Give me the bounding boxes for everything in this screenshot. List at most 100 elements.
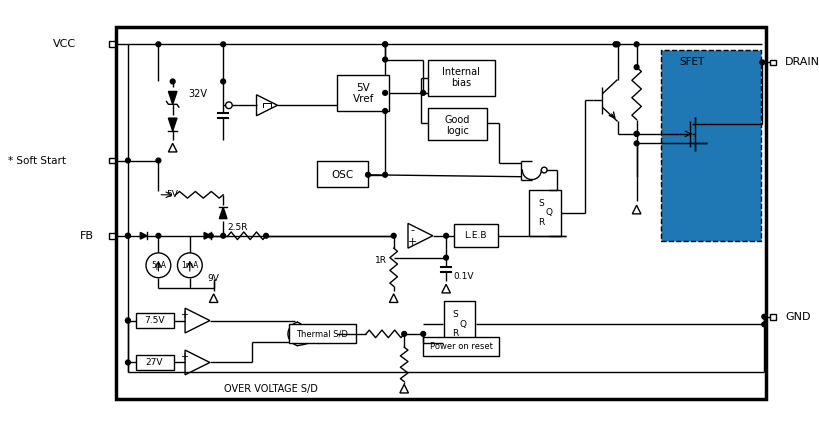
Bar (135, 313, 174, 328)
Circle shape (614, 42, 619, 47)
Text: Q: Q (459, 320, 466, 329)
Circle shape (125, 158, 130, 163)
Circle shape (382, 57, 387, 62)
Circle shape (125, 233, 130, 238)
Polygon shape (140, 233, 147, 239)
Bar (109, 158, 115, 163)
Circle shape (170, 79, 174, 84)
Bar (529, 190, 560, 236)
Text: 5µA: 5µA (151, 261, 165, 270)
Circle shape (633, 141, 638, 146)
Bar (428, 108, 486, 140)
Text: Power on reset: Power on reset (429, 342, 492, 351)
Text: Thermal S/D: Thermal S/D (296, 330, 348, 338)
Text: Q: Q (545, 208, 552, 217)
Bar (769, 314, 775, 319)
Text: +: + (180, 352, 188, 362)
Circle shape (125, 233, 130, 238)
Circle shape (761, 314, 766, 319)
Text: L.E.B: L.E.B (464, 231, 486, 240)
Text: * Soft Start: * Soft Start (8, 156, 66, 165)
Circle shape (382, 42, 387, 47)
Text: R: R (452, 330, 458, 338)
Circle shape (220, 42, 225, 47)
Circle shape (382, 42, 387, 47)
Circle shape (125, 318, 130, 323)
Text: 1R: 1R (374, 256, 387, 265)
Text: 9V: 9V (207, 274, 219, 283)
Polygon shape (204, 233, 210, 239)
Text: Good: Good (444, 114, 469, 124)
Text: logic: logic (446, 126, 468, 136)
Circle shape (156, 42, 161, 47)
Bar (288, 325, 355, 344)
Bar (453, 225, 497, 247)
Bar (337, 75, 388, 111)
Bar (443, 301, 474, 347)
Circle shape (382, 108, 387, 114)
Circle shape (125, 360, 130, 365)
Text: 32V: 32V (188, 89, 206, 99)
Bar (428, 60, 494, 96)
Bar (109, 233, 115, 238)
Circle shape (365, 173, 370, 177)
Text: bias: bias (450, 78, 471, 88)
Text: VCC: VCC (53, 39, 76, 49)
Text: 27V: 27V (146, 358, 163, 367)
Circle shape (633, 42, 638, 47)
Circle shape (177, 253, 202, 278)
Circle shape (264, 233, 268, 238)
Circle shape (759, 60, 764, 65)
Circle shape (220, 79, 225, 84)
Bar (116, 27, 765, 399)
Polygon shape (168, 92, 177, 104)
Text: SFET: SFET (678, 57, 704, 68)
Circle shape (541, 167, 546, 173)
Text: Internal: Internal (442, 67, 480, 77)
Circle shape (391, 233, 396, 238)
Text: 2.5R: 2.5R (227, 223, 247, 232)
Circle shape (156, 158, 161, 163)
Circle shape (125, 318, 130, 323)
Circle shape (443, 233, 448, 238)
Text: 1mA: 1mA (181, 261, 198, 270)
Text: 5V: 5V (356, 83, 369, 93)
Circle shape (401, 332, 406, 336)
Text: -: - (410, 225, 414, 235)
Text: 5V: 5V (165, 190, 178, 199)
Polygon shape (168, 118, 177, 131)
Circle shape (633, 65, 638, 70)
Circle shape (146, 253, 170, 278)
Circle shape (443, 255, 448, 260)
Bar (109, 41, 115, 47)
Text: DRAIN: DRAIN (785, 57, 819, 68)
Circle shape (613, 42, 618, 47)
Text: R: R (537, 218, 544, 227)
Circle shape (156, 233, 161, 238)
Polygon shape (219, 207, 227, 219)
Text: +: + (180, 310, 188, 320)
Text: S: S (452, 310, 458, 319)
Circle shape (382, 173, 387, 177)
Circle shape (613, 42, 618, 47)
Circle shape (220, 233, 225, 238)
Text: S: S (538, 199, 544, 208)
Text: OSC: OSC (331, 170, 353, 180)
Circle shape (761, 322, 766, 327)
Circle shape (420, 90, 425, 95)
Bar (423, 337, 499, 356)
Text: 7.5V: 7.5V (144, 316, 165, 325)
Bar (769, 60, 775, 65)
Text: Vref: Vref (352, 94, 373, 103)
Bar (661, 50, 761, 241)
Text: 0.1V: 0.1V (453, 272, 473, 281)
Circle shape (420, 332, 425, 336)
Circle shape (382, 90, 387, 95)
Bar (316, 160, 368, 187)
Circle shape (633, 132, 638, 136)
Circle shape (633, 132, 638, 136)
Text: +: + (408, 238, 417, 247)
Text: GND: GND (785, 312, 810, 322)
Bar (135, 355, 174, 370)
Circle shape (225, 102, 232, 108)
